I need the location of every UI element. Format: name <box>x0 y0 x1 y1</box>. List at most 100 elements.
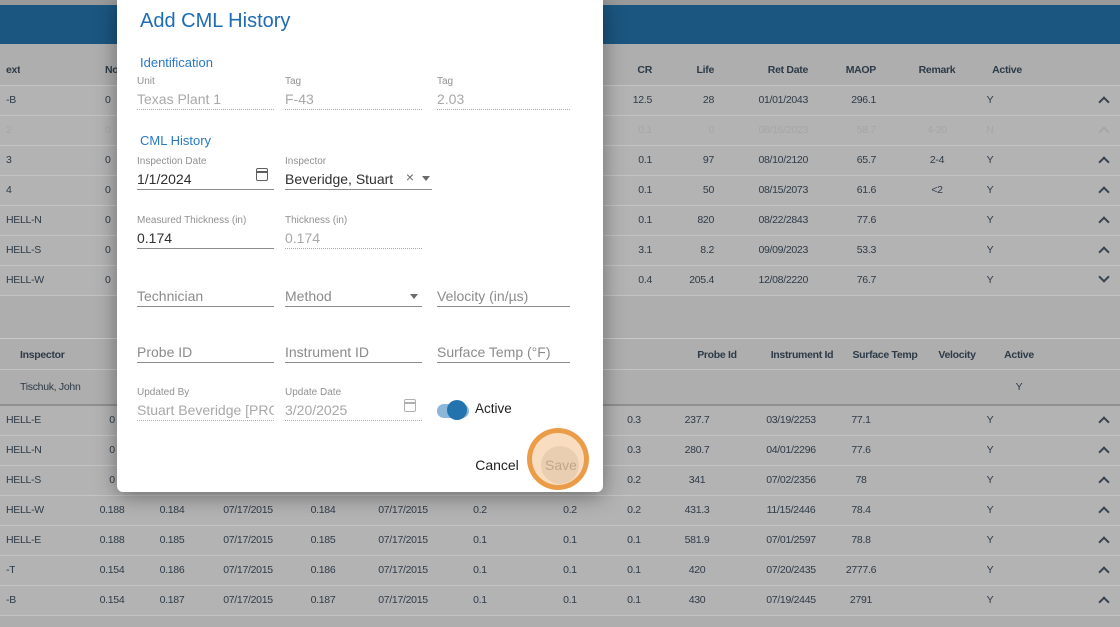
method-select[interactable]: Method <box>285 285 422 307</box>
probe-id-input[interactable]: Probe ID <box>137 341 274 363</box>
table-cell: 0.184 <box>310 504 336 516</box>
column-header-surface-temp[interactable]: Surface Temp <box>852 349 918 361</box>
chevron-down-icon[interactable] <box>422 176 430 181</box>
thickness-label: Thickness (in) <box>285 215 348 226</box>
inspection-date-field[interactable]: Inspection Date 1/1/2024 <box>137 156 274 190</box>
table-row[interactable]: HELL-W 0.188 0.184 07/17/2015 0.184 07/17/201… <box>0 496 1120 526</box>
unit-label: Unit <box>137 76 155 87</box>
row-expand-chevron-icon[interactable] <box>1098 476 1110 488</box>
inspector-field[interactable]: Inspector Beveridge, Stuart × <box>285 156 432 190</box>
table-cell: 0 <box>109 414 115 426</box>
velocity-field[interactable]: Velocity (in/µs) <box>437 285 570 307</box>
table-row[interactable]: HELL-E 0.188 0.185 07/17/2015 0.185 07/17/201… <box>0 526 1120 556</box>
table-row[interactable]: -T 0.154 0.186 07/17/2015 0.186 07/17/2015 0.1… <box>0 556 1120 586</box>
column-header-probe-id[interactable]: Probe Id <box>697 349 737 361</box>
column-header-active[interactable]: Active <box>1004 349 1034 361</box>
updated-by-value: Stuart Beveridge [PROtect] <box>137 399 274 421</box>
row-name-cell: HELL-S <box>6 244 41 256</box>
inspection-date-label: Inspection Date <box>137 156 207 167</box>
table-cell: 0 <box>105 154 111 166</box>
probe-id-field[interactable]: Probe ID <box>137 341 274 363</box>
tag2-label: Tag <box>437 76 454 87</box>
chevron-down-icon[interactable] <box>410 294 418 299</box>
column-header-life[interactable]: Life <box>696 64 714 76</box>
table-cell: 0.187 <box>310 594 336 606</box>
column-header-ret-date[interactable]: Ret Date <box>767 64 808 76</box>
thickness-field: Thickness (in) 0.174 <box>285 215 422 249</box>
column-header-remark[interactable]: Remark <box>918 64 956 76</box>
tag2-value: 2.03 <box>437 88 570 110</box>
inspection-date-value[interactable]: 1/1/2024 <box>137 168 274 190</box>
column-header-cr[interactable]: CR <box>637 64 652 76</box>
row-name-cell: HELL-E <box>6 414 41 426</box>
table-cell: 76.7 <box>856 274 876 286</box>
table-cell: 01/01/2043 <box>758 94 808 106</box>
inspector-value[interactable]: Beveridge, Stuart <box>285 168 432 190</box>
updated-by-field: Updated By Stuart Beveridge [PROtect] <box>137 387 274 421</box>
tag2-field: Tag 2.03 <box>437 76 570 110</box>
active-toggle-thumb[interactable] <box>447 400 467 420</box>
row-expand-chevron-icon[interactable] <box>1098 126 1110 138</box>
row-expand-chevron-icon[interactable] <box>1098 566 1110 578</box>
table-cell: 0 <box>105 214 111 226</box>
table-cell: 0 <box>105 94 111 106</box>
table-cell: 0.3 <box>627 444 641 456</box>
table-cell: 205.4 <box>689 274 714 286</box>
row-expand-chevron-icon[interactable] <box>1098 156 1110 168</box>
cancel-button[interactable]: Cancel <box>469 449 525 481</box>
column-header-instrument-id[interactable]: Instrument Id <box>770 349 834 361</box>
active-cell: Y <box>986 244 994 256</box>
column-header-maop[interactable]: MAOP <box>845 64 876 76</box>
row-expand-chevron-icon[interactable] <box>1098 506 1110 518</box>
calendar-icon[interactable] <box>256 168 268 181</box>
table-cell: 0.187 <box>159 594 185 606</box>
table-cell: 0.1 <box>638 214 652 226</box>
table-cell: 0.1 <box>473 564 487 576</box>
row-expand-chevron-icon[interactable] <box>1098 416 1110 428</box>
table-cell: 0.188 <box>99 534 125 546</box>
measured-thickness-value[interactable]: 0.174 <box>137 227 274 249</box>
table-row[interactable]: -B 0.154 0.187 07/17/2015 0.187 07/17/2015 0.1… <box>0 586 1120 616</box>
surface-temp-field[interactable]: Surface Temp (°F) <box>437 341 570 363</box>
column-header-velocity[interactable]: Velocity <box>938 349 976 361</box>
instrument-id-input[interactable]: Instrument ID <box>285 341 422 363</box>
row-expand-chevron-icon[interactable] <box>1098 186 1110 198</box>
column-header-nominal[interactable]: No <box>105 64 119 76</box>
column-header-next[interactable]: ext <box>6 64 21 76</box>
table-cell: 07/17/2015 <box>378 564 428 576</box>
table-cell: 341 <box>688 474 706 486</box>
row-name-cell: 4 <box>6 184 12 196</box>
row-expand-chevron-icon[interactable] <box>1098 246 1110 258</box>
measured-thickness-field[interactable]: Measured Thickness (in) 0.174 <box>137 215 274 249</box>
table-cell: 77.1 <box>851 414 871 426</box>
row-name-cell: HELL-N <box>6 444 42 456</box>
column-header-active[interactable]: Active <box>992 64 1022 76</box>
method-field[interactable]: Method <box>285 285 422 307</box>
surface-temp-input[interactable]: Surface Temp (°F) <box>437 341 570 363</box>
clear-icon[interactable]: × <box>405 169 414 185</box>
row-expand-chevron-icon[interactable] <box>1098 271 1110 283</box>
table-cell: 07/01/2597 <box>766 534 816 546</box>
row-expand-chevron-icon[interactable] <box>1098 446 1110 458</box>
row-expand-chevron-icon[interactable] <box>1098 536 1110 548</box>
row-name-cell: -B <box>6 594 16 606</box>
instrument-id-field[interactable]: Instrument ID <box>285 341 422 363</box>
row-expand-chevron-icon[interactable] <box>1098 216 1110 228</box>
table-cell: 97 <box>702 154 714 166</box>
row-name-cell: -T <box>6 564 16 576</box>
table-cell: 0 <box>109 444 115 456</box>
row-expand-chevron-icon[interactable] <box>1098 596 1110 608</box>
active-cell: Y <box>1015 381 1023 393</box>
table-cell: 08/22/2843 <box>758 214 808 226</box>
column-header-inspector[interactable]: Inspector <box>20 349 65 361</box>
row-expand-chevron-icon[interactable] <box>1098 96 1110 108</box>
velocity-input[interactable]: Velocity (in/µs) <box>437 285 570 307</box>
table-cell: 0.2 <box>627 474 641 486</box>
table-cell: 0.3 <box>627 414 641 426</box>
table-cell: 09/09/2023 <box>758 244 808 256</box>
technician-field[interactable]: Technician <box>137 285 274 307</box>
table-cell: 53.3 <box>856 244 876 256</box>
technician-input[interactable]: Technician <box>137 285 274 307</box>
table-cell: 12/08/2220 <box>758 274 808 286</box>
active-cell: Y <box>986 414 994 426</box>
